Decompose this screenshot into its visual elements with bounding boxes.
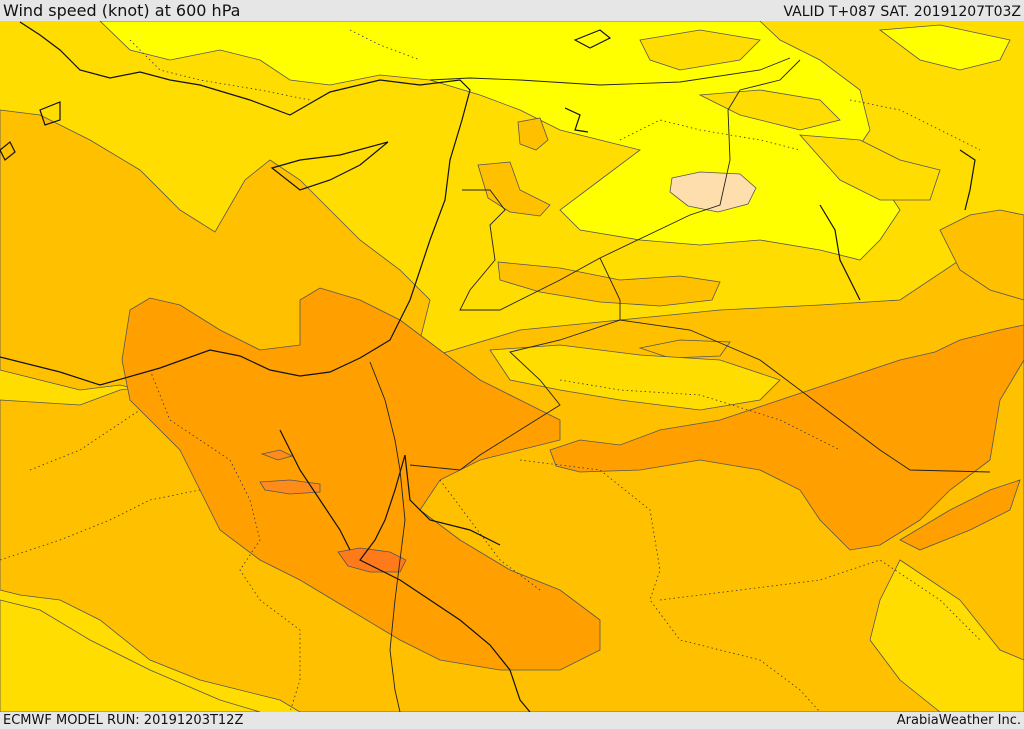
- amber-band-east: [939, 209, 1024, 301]
- lightest-patch: [669, 171, 757, 213]
- yellow-band-northeast: [878, 24, 1011, 71]
- gold-patch-1: [639, 29, 761, 71]
- orange-band-east: [549, 324, 1024, 551]
- gold-pocket-south: [489, 344, 781, 411]
- red-orange-patch-3: [260, 449, 294, 461]
- provider-credit: ArabiaWeather Inc.: [896, 713, 1021, 728]
- gold-pocket-southeast: [869, 559, 1024, 712]
- internal-boundaries: [0, 29, 981, 712]
- header-bar: Wind speed (knot) at 600 hPa VALID T+087…: [0, 0, 1024, 21]
- orange-band-east-tip: [899, 479, 1021, 551]
- footer-bar: ECMWF MODEL RUN: 20191203T12Z ArabiaWeat…: [0, 712, 1024, 729]
- valid-time: VALID T+087 SAT. 20191207T03Z: [783, 4, 1021, 20]
- amber-patch-small-2: [517, 117, 549, 151]
- amber-streak-center: [497, 261, 721, 307]
- country-borders: [369, 57, 991, 712]
- amber-patch-small: [477, 161, 551, 217]
- orange-band-west: [121, 287, 601, 671]
- gold-pocket-southwest: [0, 599, 261, 712]
- model-run: ECMWF MODEL RUN: 20191203T12Z: [3, 713, 244, 728]
- red-orange-patch-1: [337, 547, 407, 573]
- wind-speed-map: [0, 21, 1024, 712]
- gold-patch-2: [698, 89, 841, 131]
- map-title: Wind speed (knot) at 600 hPa: [3, 1, 241, 20]
- map-canvas: [0, 21, 1024, 712]
- red-orange-patch-2: [259, 479, 321, 495]
- gold-patch-3: [799, 134, 941, 201]
- coastlines: [0, 21, 976, 712]
